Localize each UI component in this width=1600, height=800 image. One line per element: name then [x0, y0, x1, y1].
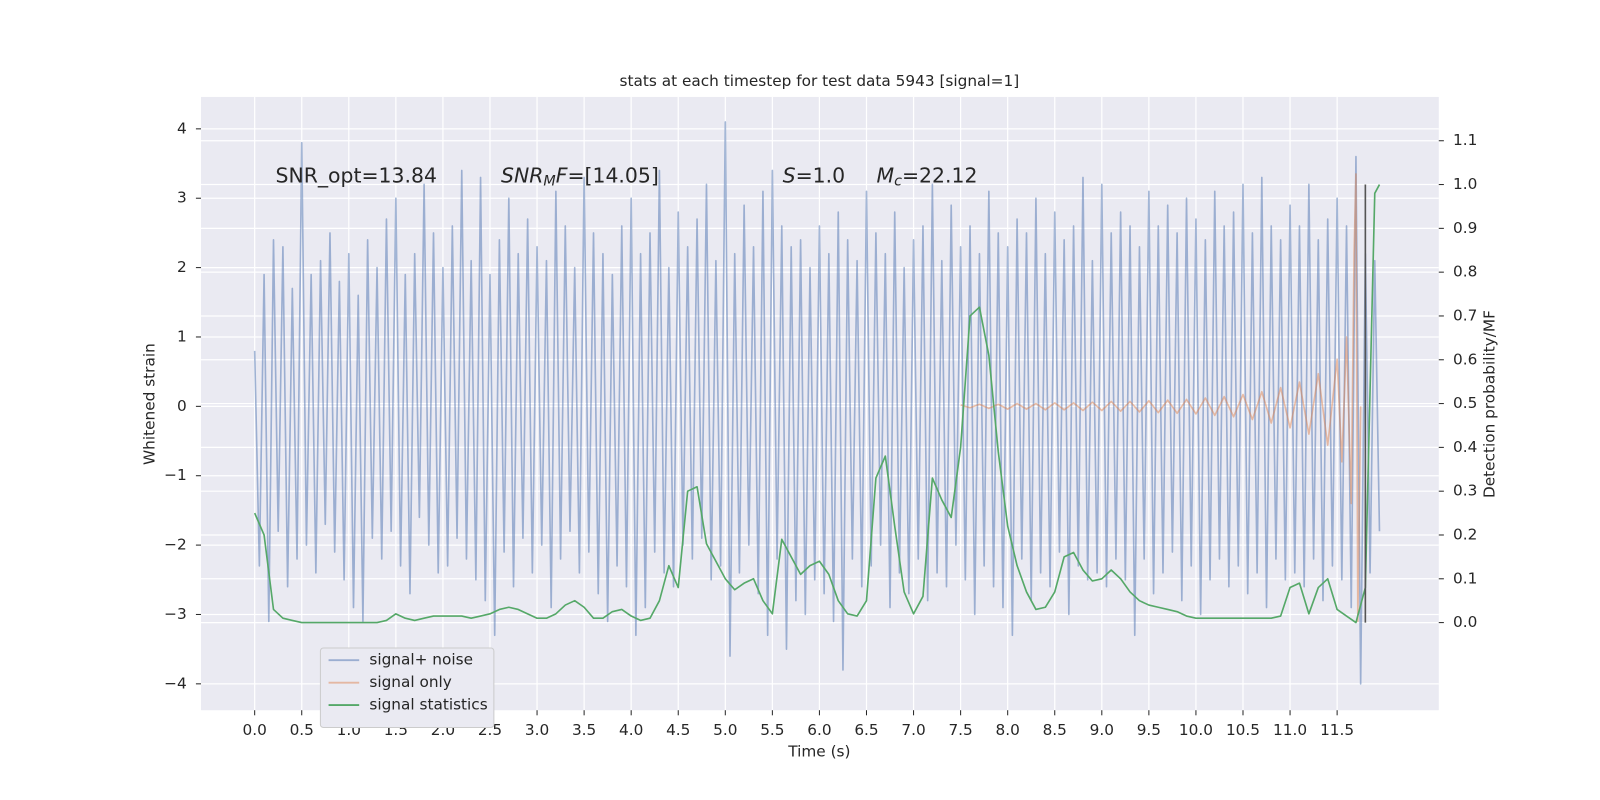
- legend-label: signal statistics: [369, 696, 487, 714]
- annotation-part: c: [894, 174, 902, 190]
- annotation-part: SNR: [501, 164, 543, 188]
- x-tick-label: 10.0: [1179, 721, 1213, 739]
- chart-title: stats at each timestep for test data 594…: [620, 72, 1020, 90]
- y-tick-label: −2: [164, 536, 187, 554]
- x-tick-label: 11.5: [1320, 721, 1354, 739]
- y-tick-label: 3: [177, 189, 187, 207]
- y-tick-label: −3: [164, 605, 187, 623]
- x-tick-label: 5.0: [713, 721, 737, 739]
- annotation: SNRMF=[14.05]: [501, 164, 659, 190]
- y2-tick-label: 0.8: [1453, 263, 1477, 281]
- annotation: S=1.0: [783, 164, 845, 188]
- y2-tick-label: 1.1: [1453, 131, 1477, 149]
- y2-tick-label: 0.0: [1453, 613, 1477, 631]
- x-tick-label: 3.0: [525, 721, 549, 739]
- x-tick-label: 6.5: [854, 721, 878, 739]
- x-tick-label: 10.5: [1226, 721, 1260, 739]
- y2-axis-label: Detection probability/MF: [1480, 310, 1498, 498]
- x-tick-label: 7.0: [901, 721, 925, 739]
- x-tick-label: 5.5: [760, 721, 784, 739]
- annotation: Mc=22.12: [877, 164, 978, 190]
- y2-tick-label: 0.1: [1453, 569, 1477, 587]
- y2-tick-label: 0.6: [1453, 350, 1477, 368]
- legend-label: signal only: [369, 673, 451, 691]
- y2-tick-label: 0.7: [1453, 306, 1477, 324]
- y2-tick-label: 0.4: [1453, 438, 1477, 456]
- x-tick-label: 6.0: [807, 721, 831, 739]
- y2-tick-label: 0.5: [1453, 394, 1477, 412]
- annotation-part: =1.0: [796, 164, 846, 188]
- x-axis-label: Time (s): [787, 743, 850, 761]
- x-tick-label: 4.5: [666, 721, 690, 739]
- x-tick-label: 9.0: [1090, 721, 1114, 739]
- y-axis-label: Whitened strain: [141, 343, 159, 465]
- y-tick-label: 4: [177, 119, 187, 137]
- y2-tick-label: 0.2: [1453, 525, 1477, 543]
- x-tick-label: 0.5: [290, 721, 314, 739]
- y-tick-label: −1: [164, 466, 187, 484]
- series-line: [960, 173, 1362, 623]
- annotation-part: SNR_opt=13.84: [276, 164, 437, 189]
- annotation-part: M: [543, 174, 555, 190]
- annotation: SNR_opt=13.84: [276, 164, 437, 189]
- annotation-part: =22.12: [902, 164, 977, 188]
- y-tick-label: 2: [177, 258, 187, 276]
- annotation-part: M: [877, 164, 895, 188]
- x-tick-label: 3.5: [572, 721, 596, 739]
- series-line: [253, 184, 1381, 624]
- y2-tick-label: 0.3: [1453, 482, 1477, 500]
- legend-label: signal+ noise: [369, 651, 473, 669]
- x-tick-label: 7.5: [948, 721, 972, 739]
- y2-tick-label: 1.0: [1453, 175, 1477, 193]
- annotation-part: =[14.05]: [567, 164, 658, 188]
- x-tick-label: 11.0: [1273, 721, 1307, 739]
- x-tick-label: 4.0: [619, 721, 643, 739]
- y-tick-label: −4: [164, 674, 187, 692]
- annotation-part: F: [556, 164, 568, 188]
- y-tick-label: 0: [177, 397, 187, 415]
- x-tick-label: 8.0: [996, 721, 1020, 739]
- y2-tick-label: 0.9: [1453, 219, 1477, 237]
- x-tick-label: 0.0: [243, 721, 267, 739]
- series-line: [253, 121, 1381, 685]
- legend-box: [319, 647, 495, 729]
- y-tick-label: 1: [177, 327, 187, 345]
- x-tick-label: 9.5: [1137, 721, 1161, 739]
- x-tick-label: 8.5: [1043, 721, 1067, 739]
- annotation-part: S: [783, 164, 796, 188]
